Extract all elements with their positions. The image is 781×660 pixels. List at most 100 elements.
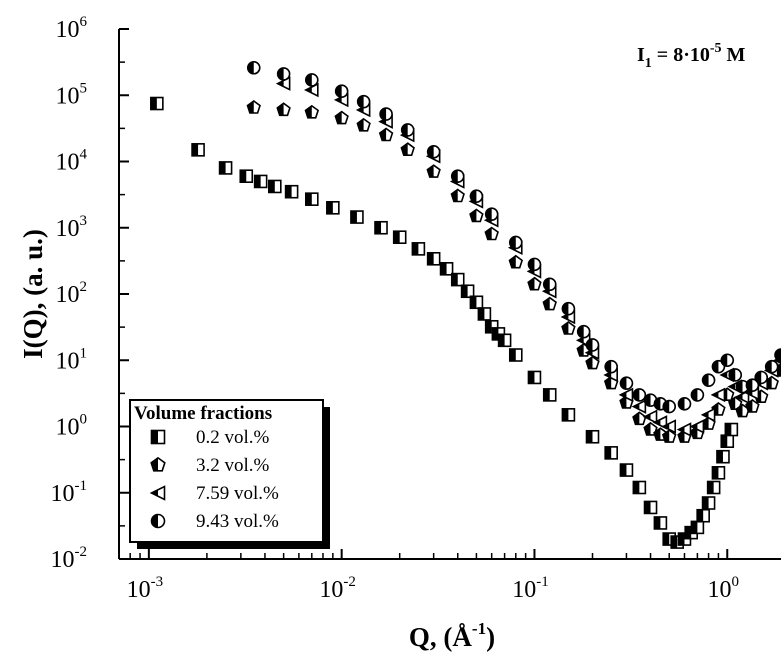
x-tick-label: 10-3: [127, 574, 164, 603]
data-point: [700, 407, 716, 423]
data-point: [508, 254, 524, 269]
data-point: [469, 189, 484, 203]
data-point: [527, 257, 542, 272]
legend-marker: [150, 429, 166, 445]
data-point: [374, 220, 388, 235]
data-point: [304, 192, 319, 206]
data-point: [735, 379, 750, 394]
data-point: [460, 284, 475, 299]
data-point: [710, 387, 726, 403]
data-point: [334, 110, 349, 125]
annotation-sub: 1: [645, 56, 652, 71]
data-point: [356, 94, 371, 109]
data-point: [576, 324, 591, 339]
data-point: [619, 463, 634, 477]
data-point: [632, 480, 647, 495]
data-point: [191, 143, 205, 157]
y-tick-label: 10-1: [51, 478, 88, 507]
data-point: [150, 96, 164, 111]
data-point: [561, 408, 576, 422]
data-point: [764, 359, 779, 374]
data-point: [701, 373, 716, 387]
data-point: [392, 230, 407, 245]
data-point: [439, 262, 454, 276]
annotation-end: M: [722, 44, 746, 66]
data-point: [334, 84, 349, 99]
data-points: [150, 60, 781, 549]
data-point: [469, 295, 484, 310]
x-tick-label: 10-2: [319, 574, 356, 603]
data-point: [728, 396, 743, 411]
data-point: [643, 500, 658, 515]
x-axis-title: Q, (Å-1): [409, 619, 495, 652]
annotation-base: I: [637, 44, 645, 66]
data-point: [724, 422, 739, 437]
data-point: [642, 409, 658, 425]
data-point: [643, 393, 658, 407]
data-point: [426, 251, 441, 266]
y-tick-label: 105: [56, 80, 88, 109]
data-point: [754, 370, 769, 385]
data-point: [484, 226, 499, 241]
data-point: [632, 411, 647, 426]
x-tick-label: 10-1: [512, 574, 549, 603]
data-point: [304, 82, 319, 98]
plot-frame: [118, 29, 781, 560]
data-point: [426, 145, 441, 159]
data-point: [643, 421, 658, 436]
data-point: [246, 60, 261, 75]
data-point: [716, 449, 730, 464]
annotation-mid: = 8·10: [652, 44, 710, 66]
data-point: [304, 73, 319, 87]
data-point: [690, 520, 705, 535]
data-point: [400, 123, 415, 137]
data-point: [379, 107, 393, 121]
data-point: [661, 429, 677, 443]
x-axis-title-close: ): [486, 622, 495, 652]
data-point: [246, 100, 261, 114]
data-point: [720, 434, 735, 448]
data-point: [276, 102, 291, 117]
legend: Volume fractions 0.2 vol.% 3.2 vol.% 7.59 …: [129, 399, 330, 549]
data-point: [561, 321, 576, 335]
data-point: [239, 169, 254, 183]
data-point: [450, 188, 465, 203]
series-2: [246, 100, 781, 443]
data-point: [774, 348, 781, 362]
data-point: [497, 333, 512, 348]
legend-marker: [150, 456, 166, 472]
data-point: [631, 399, 647, 414]
y-tick-label: 103: [56, 213, 88, 242]
data-point: [378, 127, 394, 142]
data-point: [411, 242, 426, 256]
data-point: [701, 496, 716, 510]
data-point: [508, 348, 523, 362]
data-point: [706, 480, 721, 495]
data-point: [561, 301, 576, 316]
data-point: [653, 516, 668, 530]
data-point: [696, 508, 710, 523]
data-point: [585, 355, 600, 370]
data-point: [711, 466, 726, 480]
series-4: [246, 60, 781, 414]
data-point: [508, 235, 523, 250]
data-point: [350, 210, 364, 224]
data-point: [676, 422, 692, 437]
data-point: [728, 368, 743, 382]
data-point: [469, 208, 484, 223]
data-point: [604, 446, 618, 460]
data-point: [619, 376, 634, 391]
data-point: [661, 419, 677, 434]
annotation-sup: -5: [710, 41, 722, 56]
data-point: [326, 201, 340, 215]
y-tick-label: 104: [56, 147, 88, 176]
data-point: [690, 388, 705, 402]
legend-marker: [149, 485, 166, 501]
data-point: [618, 387, 634, 403]
data-point: [542, 277, 557, 292]
data-point: [542, 296, 557, 311]
y-tick-label: 106: [56, 14, 88, 43]
data-point: [677, 397, 692, 411]
data-point: [400, 142, 415, 156]
